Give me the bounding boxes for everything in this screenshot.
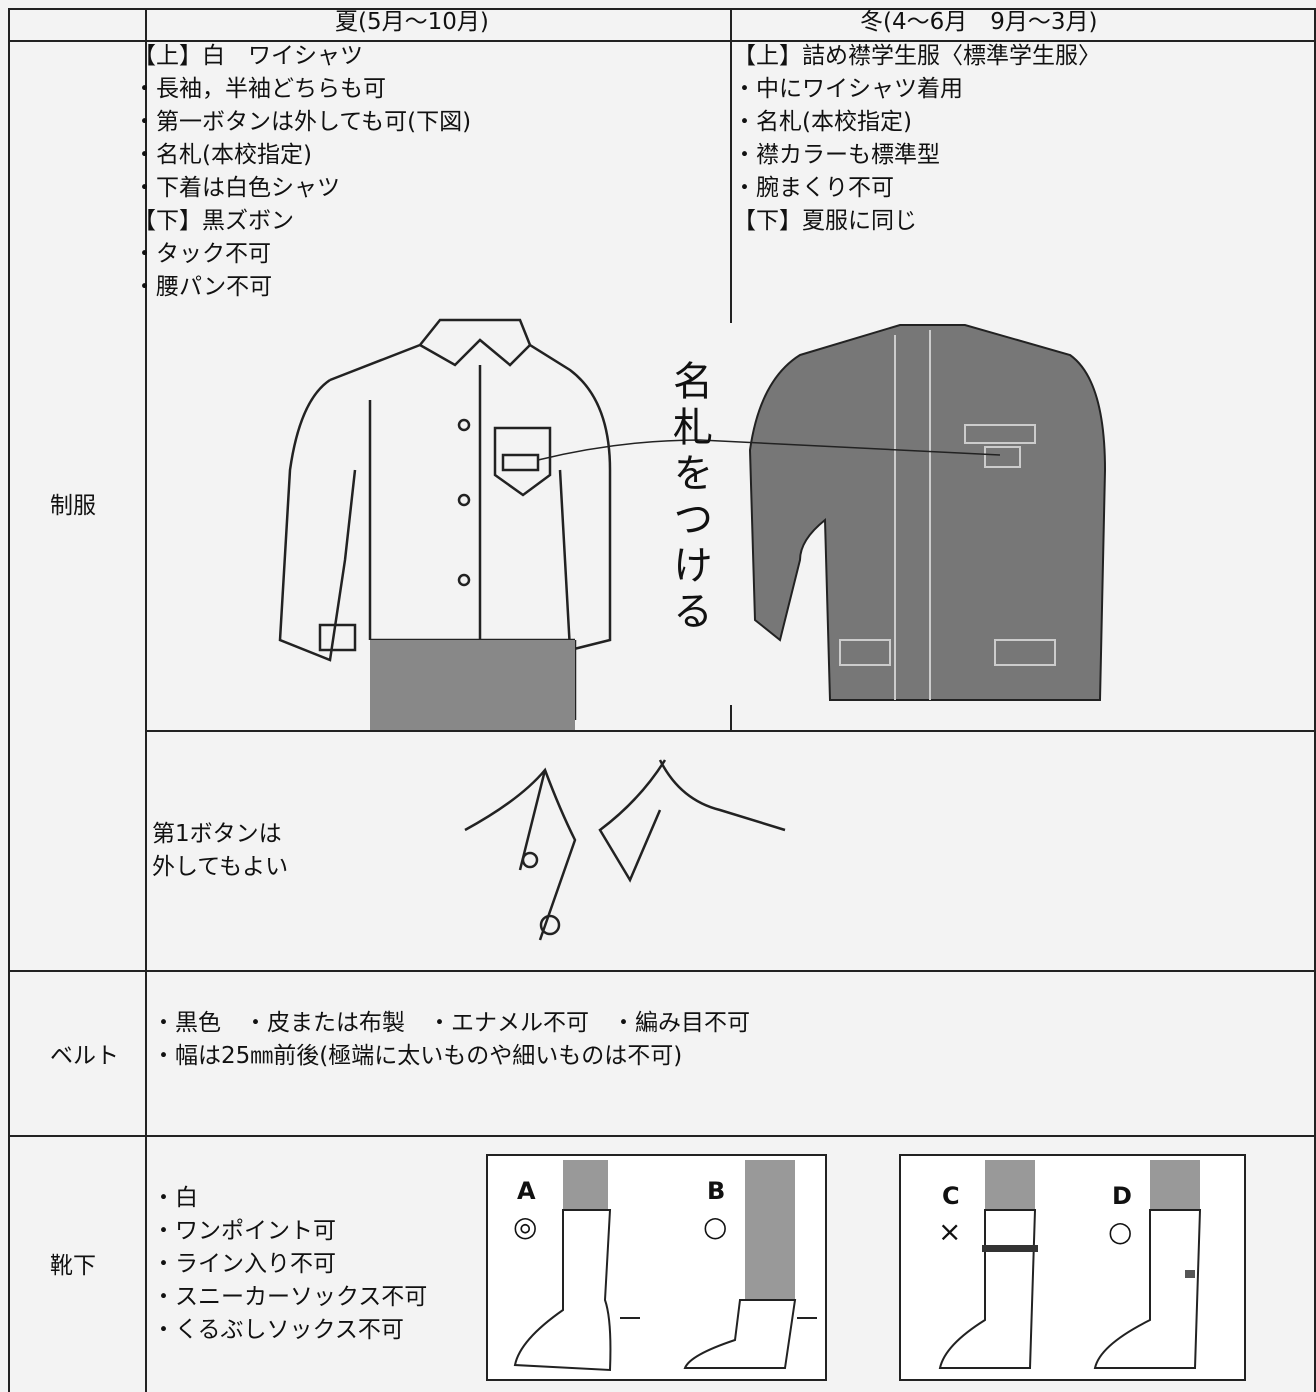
winter-line: ・中にワイシャツ着用 xyxy=(733,76,963,102)
figure-letter: D xyxy=(1112,1182,1132,1210)
row-label: 靴下 xyxy=(50,1253,96,1279)
table-border xyxy=(730,8,732,323)
figure-letter: C xyxy=(942,1182,960,1210)
figure-mark: ○ xyxy=(703,1210,728,1243)
socks-line: ・くるぶしソックス不可 xyxy=(152,1317,404,1343)
row-label: ベルト xyxy=(50,1043,119,1069)
table-border xyxy=(8,40,1316,42)
name-tag-note: 名札をつける xyxy=(666,360,712,636)
summer-line: ・下着は白色シャツ xyxy=(133,175,340,201)
trousers xyxy=(370,640,575,730)
belt-line: ・幅は25㎜前後(極端に太いものや細いものは不可) xyxy=(152,1043,683,1069)
socks-line: ・スニーカーソックス不可 xyxy=(152,1284,428,1310)
jacket-drawing xyxy=(748,324,1107,701)
collar-drawing xyxy=(464,759,786,941)
winter-line: ・腕まくり不可 xyxy=(733,175,894,201)
summer-line: ・第一ボタンは外しても可(下図) xyxy=(133,109,472,135)
belt-line: ・黒色 ・皮または布製 ・エナメル不可 ・編み目不可 xyxy=(152,1010,750,1036)
summer-line: ・腰パン不可 xyxy=(133,274,273,300)
winter-line: 【下】夏服に同じ xyxy=(733,208,917,234)
socks-line: ・ライン入り不可 xyxy=(152,1251,336,1277)
table-border xyxy=(8,970,1316,972)
figure-mark: ◎ xyxy=(513,1210,538,1243)
button-note: 第1ボタンは xyxy=(152,821,282,847)
table-border xyxy=(8,1135,1316,1137)
header-cell: 冬(4～6月 9月～3月) xyxy=(860,9,1098,35)
summer-line: ・名札(本校指定) xyxy=(133,142,312,168)
figure-letter: A xyxy=(517,1177,536,1205)
summer-line: ・タック不可 xyxy=(133,241,271,267)
socks-line: ・ワンポイント可 xyxy=(152,1218,336,1244)
figure-letter: B xyxy=(707,1177,726,1205)
pointer-line xyxy=(537,439,1001,461)
winter-line: ・名札(本校指定) xyxy=(733,109,912,135)
figure-mark: ○ xyxy=(1108,1215,1133,1248)
summer-line: 【下】黒ズボン xyxy=(133,208,294,234)
table-border xyxy=(8,8,10,1392)
table-border xyxy=(145,730,1316,732)
summer-line: ・長袖，半袖どちらも可 xyxy=(133,76,386,102)
row-label: 制服 xyxy=(50,493,96,519)
figure-mark: × xyxy=(938,1215,962,1248)
winter-line: 【上】詰め襟学生服〈標準学生服〉 xyxy=(733,43,1101,69)
jacket-details xyxy=(839,330,1056,700)
socks-figures xyxy=(486,1154,1246,1381)
table-border xyxy=(145,8,147,1392)
socks-line: ・白 xyxy=(152,1185,198,1211)
table-border xyxy=(730,705,732,730)
winter-line: ・襟カラーも標準型 xyxy=(733,142,940,168)
table-border xyxy=(1314,8,1316,1392)
table-border xyxy=(8,8,1316,10)
header-cell: 夏(5月～10月) xyxy=(335,9,489,35)
summer-line: 【上】白 ワイシャツ xyxy=(133,43,363,69)
button-note: 外してもよい xyxy=(152,854,289,880)
